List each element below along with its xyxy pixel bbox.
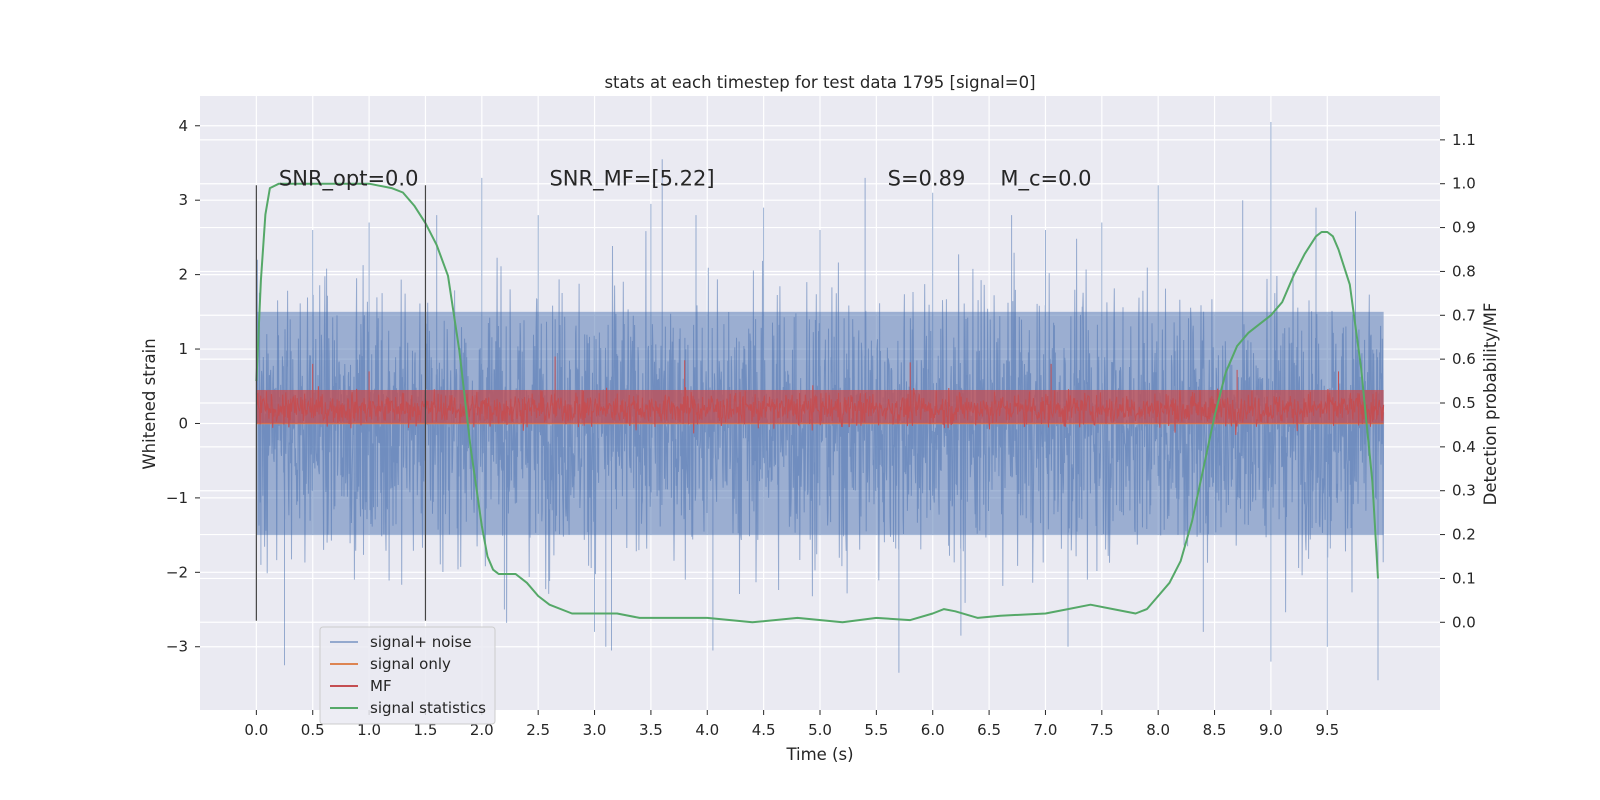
series-signal-statistics [255,182,1379,624]
x-tick-label: 5.0 [808,721,832,739]
series-signal-noise [255,122,1385,681]
y-right-tick-label: 0.1 [1452,569,1476,587]
y-right-tick-label: 0.4 [1452,438,1476,456]
x-tick-label: 2.0 [470,721,494,739]
y-tick-label: 2 [178,266,188,284]
x-tick-label: 1.5 [414,721,438,739]
x-axis-label: Time (s) [785,745,853,764]
y-tick-label: 3 [178,191,188,209]
y-right-tick-label: 0.7 [1452,306,1476,324]
x-tick-label: 7.0 [1034,721,1058,739]
x-tick-label: 4.5 [752,721,776,739]
y-right-tick-label: 0.5 [1452,394,1476,412]
y-tick-label: −1 [166,489,188,507]
x-tick-label: 7.5 [1090,721,1114,739]
y-right-tick-label: 0.0 [1452,613,1476,631]
y-axis-right-ticks: 0.0 0.1 0.2 0.3 0.4 0.5 0.6 0.7 0.8 0.9 1.0 1.1 [1440,131,1476,631]
x-tick-label: 5.5 [864,721,888,739]
x-tick-label: 1.0 [357,721,381,739]
y-tick-label: 4 [178,117,188,135]
y-tick-label: −3 [166,638,188,656]
y-axis-left-label: Whitened strain [140,338,159,469]
y-axis-left-ticks: −3 −2 −1 0 1 2 3 4 [166,117,200,656]
x-tick-label: 4.0 [695,721,719,739]
x-tick-label: 0.5 [301,721,325,739]
x-tick-label: 8.5 [1203,721,1227,739]
legend-label-1: signal only [370,655,451,673]
x-tick-label: 3.5 [639,721,663,739]
annotations: SNR_opt=0.0 SNR_MF=[5.22] S=0.89 M_c=0.0 [279,166,1092,191]
legend-label-2: MF [370,677,392,695]
legend-box [319,626,496,725]
x-tick-label: 2.5 [526,721,550,739]
y-tick-label: 0 [178,414,188,432]
series-layer [255,122,1385,681]
y-right-tick-label: 0.2 [1452,526,1476,544]
series-mf [256,356,1385,436]
chart-title: stats at each timestep for test data 179… [604,73,1035,92]
y-tick-label: −2 [166,563,188,581]
y-right-tick-label: 1.0 [1452,175,1476,193]
x-axis-ticks: 0.0 0.5 1.0 1.5 2.0 2.5 3.0 3.5 4.0 4.5 5.0 5.5 6.0 6… [244,710,1339,739]
x-tick-label: 6.0 [921,721,945,739]
x-tick-label: 9.5 [1315,721,1339,739]
legend: signal+ noise signal only MF signal statist… [319,626,496,725]
y-right-tick-label: 0.9 [1452,219,1476,237]
y-tick-label: 1 [178,340,188,358]
x-tick-label: 9.0 [1259,721,1283,739]
legend-label-3: signal statistics [370,699,486,717]
y-right-tick-label: 1.1 [1452,131,1476,149]
legend-label-0: signal+ noise [370,633,472,651]
x-tick-label: 0.0 [244,721,268,739]
x-tick-label: 8.0 [1146,721,1170,739]
annotation-1: SNR_MF=[5.22] [549,166,714,191]
annotation-2: S=0.89 [888,166,966,190]
y-axis-right-label: Detection probability/MF [1481,303,1500,506]
x-tick-label: 6.5 [977,721,1001,739]
y-right-tick-label: 0.6 [1452,350,1476,368]
x-tick-label: 3.0 [583,721,607,739]
y-right-tick-label: 0.3 [1452,482,1476,500]
annotation-0: SNR_opt=0.0 [279,166,419,191]
y-right-tick-label: 0.8 [1452,262,1476,280]
window-markers [255,185,427,621]
annotation-3: M_c=0.0 [1000,166,1091,191]
